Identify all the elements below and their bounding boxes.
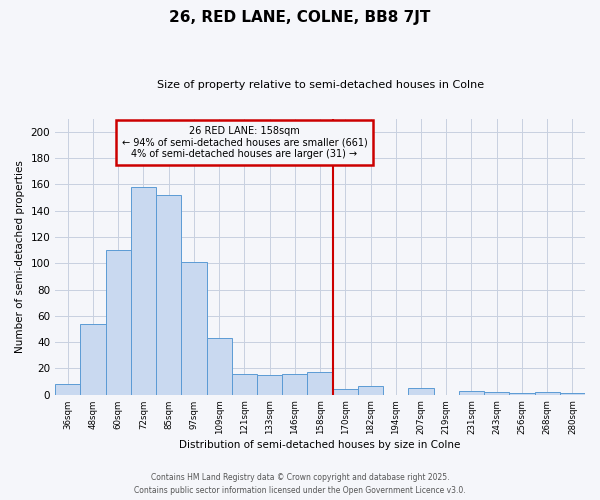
Bar — [55, 384, 80, 394]
Text: Contains HM Land Registry data © Crown copyright and database right 2025.
Contai: Contains HM Land Registry data © Crown c… — [134, 474, 466, 495]
Bar — [156, 195, 181, 394]
Bar — [535, 392, 560, 394]
Bar — [459, 391, 484, 394]
Y-axis label: Number of semi-detached properties: Number of semi-detached properties — [15, 160, 25, 353]
Bar — [232, 374, 257, 394]
Bar — [181, 262, 206, 394]
Bar — [332, 390, 358, 394]
Bar — [282, 374, 307, 394]
Bar — [106, 250, 131, 394]
Bar — [257, 375, 282, 394]
Bar — [131, 187, 156, 394]
Text: 26, RED LANE, COLNE, BB8 7JT: 26, RED LANE, COLNE, BB8 7JT — [169, 10, 431, 25]
Bar — [358, 386, 383, 394]
Bar — [307, 372, 332, 394]
Bar — [409, 388, 434, 394]
Bar — [80, 324, 106, 394]
Text: 26 RED LANE: 158sqm
← 94% of semi-detached houses are smaller (661)
4% of semi-d: 26 RED LANE: 158sqm ← 94% of semi-detach… — [122, 126, 367, 159]
Bar — [484, 392, 509, 394]
X-axis label: Distribution of semi-detached houses by size in Colne: Distribution of semi-detached houses by … — [179, 440, 461, 450]
Bar — [206, 338, 232, 394]
Title: Size of property relative to semi-detached houses in Colne: Size of property relative to semi-detach… — [157, 80, 484, 90]
